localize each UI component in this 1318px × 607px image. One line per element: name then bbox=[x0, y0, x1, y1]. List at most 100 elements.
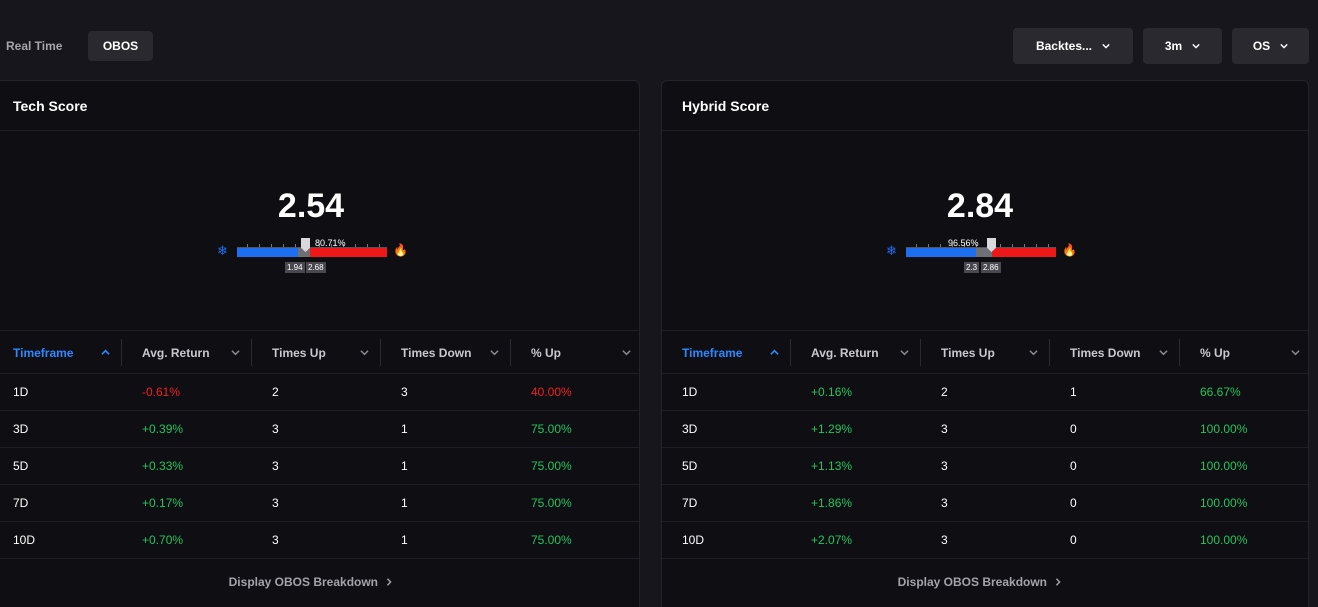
link-label: Display OBOS Breakdown bbox=[228, 575, 379, 589]
cell-avg-return: +0.39% bbox=[142, 422, 184, 436]
range-bar bbox=[976, 248, 992, 257]
hot-bar bbox=[992, 248, 1056, 257]
cell-avg-return: +0.17% bbox=[142, 496, 184, 510]
backtest-dropdown[interactable]: Backtes... bbox=[1013, 28, 1133, 64]
percentile-label: 80.71% bbox=[315, 238, 346, 248]
cell-pct-up: 75.00% bbox=[531, 533, 572, 547]
score-gauge: ❄ 96.56% 2.3 2.86 🔥 bbox=[886, 238, 1077, 278]
display-breakdown-link[interactable]: Display OBOS Breakdown bbox=[211, 575, 411, 589]
cell-pct-up: 100.00% bbox=[1200, 422, 1248, 436]
chevron-up-icon[interactable] bbox=[101, 348, 110, 357]
panel-title: Hybrid Score bbox=[682, 98, 770, 114]
snowflake-icon: ❄ bbox=[886, 243, 897, 258]
tick bbox=[940, 244, 941, 247]
tech-score-panel: Tech Score 2.54 ❄ 80.71% 1.94 2.68 🔥 bbox=[0, 80, 640, 607]
gauge-scale bbox=[237, 239, 387, 248]
column-label: Avg. Return bbox=[142, 345, 210, 360]
column-label: Times Down bbox=[1070, 345, 1141, 360]
chevron-up-icon[interactable] bbox=[770, 348, 779, 357]
cell-times-up: 2 bbox=[272, 385, 279, 399]
cell-timeframe: 5D bbox=[682, 459, 698, 473]
column-label: % Up bbox=[1200, 345, 1230, 360]
tick bbox=[1000, 244, 1001, 247]
cell-times-down: 0 bbox=[1070, 533, 1077, 547]
column-avg-return[interactable]: Avg. Return bbox=[142, 331, 252, 374]
column-pct-up[interactable]: % Up bbox=[531, 331, 631, 374]
chevron-down-icon[interactable] bbox=[490, 348, 499, 357]
score-value: 2.84 bbox=[946, 187, 1014, 225]
hybrid-score-panel: Hybrid Score 2.84 ❄ 96.56% 2.3 2.86 🔥 bbox=[661, 80, 1309, 607]
cold-bar bbox=[237, 248, 298, 257]
column-timeframe[interactable]: Timeframe bbox=[682, 331, 791, 374]
column-pct-up[interactable]: % Up bbox=[1200, 331, 1300, 374]
gauge-scale bbox=[906, 239, 1056, 248]
column-times-down[interactable]: Times Down bbox=[1070, 331, 1180, 374]
score-gauge: ❄ 80.71% 1.94 2.68 🔥 bbox=[217, 238, 408, 278]
obos-button[interactable]: OBOS bbox=[88, 31, 153, 61]
cell-avg-return: -0.61% bbox=[142, 385, 181, 399]
chevron-down-icon bbox=[1280, 43, 1288, 49]
tick bbox=[952, 244, 953, 247]
column-avg-return[interactable]: Avg. Return bbox=[811, 331, 921, 374]
divider bbox=[662, 130, 1308, 131]
display-breakdown-link[interactable]: Display OBOS Breakdown bbox=[880, 575, 1080, 589]
cell-avg-return: +0.16% bbox=[811, 385, 853, 399]
tick bbox=[355, 244, 356, 247]
column-label: Times Down bbox=[401, 345, 472, 360]
cell-timeframe: 1D bbox=[13, 385, 29, 399]
real-time-toggle[interactable]: Real Time bbox=[6, 39, 63, 53]
column-times-up[interactable]: Times Up bbox=[941, 331, 1050, 374]
chevron-down-icon bbox=[1102, 43, 1110, 49]
dropdown-label: OS bbox=[1252, 39, 1271, 53]
table-row: 1D +0.16% 2 1 66.67% bbox=[662, 374, 1308, 411]
divider bbox=[510, 339, 511, 366]
cell-pct-up: 75.00% bbox=[531, 422, 572, 436]
cell-times-up: 3 bbox=[272, 496, 279, 510]
column-times-up[interactable]: Times Up bbox=[272, 331, 381, 374]
tick bbox=[367, 244, 368, 247]
cell-times-down: 1 bbox=[1070, 385, 1077, 399]
cell-times-up: 2 bbox=[941, 385, 948, 399]
divider bbox=[1049, 339, 1050, 366]
score-value: 2.54 bbox=[277, 187, 345, 225]
table-row: 5D +1.13% 3 0 100.00% bbox=[662, 448, 1308, 485]
tick bbox=[319, 244, 320, 247]
table-row: 7D +1.86% 3 0 100.00% bbox=[662, 485, 1308, 522]
chevron-down-icon[interactable] bbox=[1159, 348, 1168, 357]
tick bbox=[1024, 244, 1025, 247]
cell-times-down: 1 bbox=[401, 496, 408, 510]
tick bbox=[379, 244, 380, 247]
period-dropdown[interactable]: 3m bbox=[1143, 28, 1222, 64]
cell-times-down: 1 bbox=[401, 533, 408, 547]
divider bbox=[251, 339, 252, 366]
chevron-down-icon[interactable] bbox=[622, 348, 631, 357]
stats-table: Timeframe Avg. Return Times Up Times Dow… bbox=[0, 330, 639, 559]
fire-icon: 🔥 bbox=[1062, 243, 1077, 257]
cell-timeframe: 1D bbox=[682, 385, 698, 399]
chevron-down-icon[interactable] bbox=[1291, 348, 1300, 357]
column-times-down[interactable]: Times Down bbox=[401, 331, 511, 374]
chevron-down-icon[interactable] bbox=[1029, 348, 1038, 357]
table-body: 1D -0.61% 2 3 40.00% 3D +0.39% 3 1 75.00% 5D +0.33%… bbox=[0, 374, 639, 559]
tick bbox=[1036, 244, 1037, 247]
column-timeframe[interactable]: Timeframe bbox=[13, 331, 122, 374]
cell-avg-return: +0.33% bbox=[142, 459, 184, 473]
cell-times-up: 3 bbox=[941, 459, 948, 473]
cell-times-up: 3 bbox=[272, 533, 279, 547]
cell-timeframe: 5D bbox=[13, 459, 29, 473]
cell-avg-return: +0.70% bbox=[142, 533, 184, 547]
score-marker bbox=[987, 238, 996, 252]
divider bbox=[920, 339, 921, 366]
table-body: 1D +0.16% 2 1 66.67% 3D +1.29% 3 0 100.00% 5D +1.13… bbox=[662, 374, 1308, 559]
snowflake-icon: ❄ bbox=[217, 243, 228, 258]
tick bbox=[964, 244, 965, 247]
cell-times-down: 0 bbox=[1070, 422, 1077, 436]
chevron-down-icon[interactable] bbox=[231, 348, 240, 357]
chevron-down-icon[interactable] bbox=[360, 348, 369, 357]
signal-dropdown[interactable]: OS bbox=[1232, 28, 1309, 64]
cell-times-up: 3 bbox=[941, 533, 948, 547]
chevron-down-icon[interactable] bbox=[900, 348, 909, 357]
tick bbox=[271, 244, 272, 247]
cell-times-down: 1 bbox=[401, 459, 408, 473]
range-low-label: 1.94 bbox=[285, 262, 305, 273]
